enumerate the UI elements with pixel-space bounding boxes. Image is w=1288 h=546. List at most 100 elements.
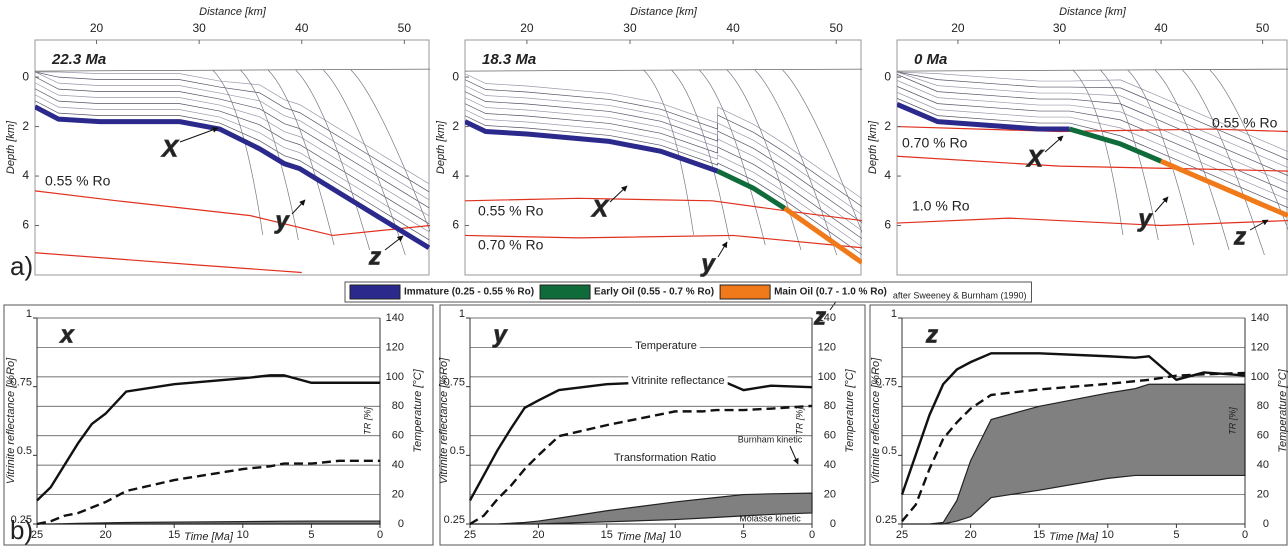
horizon: [1160, 158, 1288, 218]
series-line: [468, 377, 813, 502]
horizon: [465, 119, 719, 174]
y2-tick-label: 120: [818, 341, 836, 353]
panel-title: 0 Ma: [914, 51, 947, 68]
y-tick-label: 0.25: [11, 514, 32, 526]
y2-tick-label: 20: [392, 488, 404, 500]
structure-line: [240, 69, 299, 241]
plot-frame: [896, 39, 1288, 276]
structure-line: [35, 82, 430, 217]
y2-tick-label: 0: [398, 518, 404, 530]
x-tick-label: 40: [726, 21, 740, 35]
x-tick-label: 25: [896, 529, 908, 541]
x-tick-label: 50: [398, 21, 412, 35]
figure-label: b): [10, 515, 33, 545]
y2-axis-label: Temperature [°C]: [412, 368, 424, 452]
structure-line: [1154, 69, 1230, 251]
y-tick-label: 0.5: [882, 445, 897, 457]
structure-line: [35, 71, 430, 201]
series-line: [36, 374, 380, 502]
structure-line: [35, 88, 430, 225]
surface-line: [465, 68, 862, 72]
y2-tick-label: 20: [1257, 488, 1269, 500]
series-line: [36, 459, 380, 526]
marker-label: z: [813, 303, 826, 330]
structure-line: [1209, 69, 1288, 231]
legend-label: Main Oil (0.7 - 1.0 % Ro): [774, 287, 887, 298]
legend-swatch: [539, 284, 591, 300]
annotation-arrow: [789, 445, 799, 465]
y2-tick-label: 100: [386, 371, 404, 383]
panel-title: y: [492, 321, 508, 348]
x-tick-label: 30: [1053, 21, 1067, 35]
legend-swatch: [719, 284, 771, 300]
y-tick-label: 1: [891, 308, 897, 320]
panel-frame: [439, 304, 866, 546]
y-tick-label: 2: [22, 119, 29, 133]
isoline-label: 1.0 % Ro: [912, 198, 970, 214]
tr-axis-label: TR [%]: [1227, 407, 1237, 435]
plot-area: [35, 68, 430, 274]
structure-line: [897, 73, 1288, 176]
y2-tick-label: 60: [824, 430, 836, 442]
structure-line: [295, 69, 371, 251]
structure-line: [465, 73, 862, 199]
structure-line: [698, 69, 766, 246]
annotation-bg: [628, 374, 728, 388]
tr-axis-label: TR [%]: [794, 407, 804, 435]
y2-tick-label: 120: [1251, 341, 1269, 353]
series-line: [469, 404, 813, 526]
structure-line: [782, 69, 862, 234]
y2-axis-label: Temperature [°C]: [844, 368, 856, 452]
y-tick-label: 6: [884, 218, 891, 232]
legend-label: Early Oil (0.55 - 0.7 % Ro): [594, 287, 714, 298]
horizon: [1068, 126, 1163, 164]
y-tick-label: 0.5: [450, 445, 465, 457]
isoline: [897, 155, 1288, 172]
x-tick-label: 20: [964, 529, 976, 541]
y-axis-label: Vitrinite reflectance [%Ro]: [870, 357, 882, 484]
figure-label: a): [10, 251, 33, 281]
structure-line: [465, 79, 862, 207]
tr-band: [470, 492, 813, 525]
tr-axis-label: TR [%]: [362, 407, 372, 435]
legend-label: Immature (0.25 - 0.55 % Ro): [404, 287, 534, 298]
x-tick-label: 40: [295, 21, 309, 35]
y2-tick-label: 20: [824, 488, 836, 500]
panel-title: 22.3 Ma: [51, 51, 106, 68]
y-tick-label: 4: [22, 168, 29, 182]
x-tick-label: 0: [1242, 529, 1248, 541]
marker-arrow: [1044, 135, 1064, 153]
horizon: [897, 102, 1070, 132]
marker-label: X: [160, 135, 180, 162]
structure-line: [897, 71, 1288, 168]
structure-line: [897, 97, 1288, 208]
x-axis-label: Distance [km]: [1059, 6, 1127, 18]
x-tick-label: 0: [377, 529, 383, 541]
x-tick-label: 50: [1256, 21, 1270, 35]
marker-arrow: [291, 199, 306, 215]
y-tick-label: 0.5: [17, 445, 32, 457]
structure-line: [35, 76, 430, 209]
y2-tick-label: 80: [392, 400, 404, 412]
y-tick-label: 0.25: [444, 514, 465, 526]
x-axis-label: Time [Ma]: [184, 531, 234, 543]
y2-tick-label: 100: [818, 371, 836, 383]
annotation: Transformation Ratio: [614, 452, 716, 464]
structure-line: [465, 85, 862, 215]
marker-arrow: [1154, 196, 1169, 213]
isoline-label: 0.70 % Ro: [478, 237, 544, 253]
y-tick-label: 0: [452, 69, 459, 83]
y-tick-label: 0.75: [11, 377, 32, 389]
structure-line: [350, 69, 430, 233]
horizon: [716, 168, 787, 211]
structure-line: [1127, 69, 1195, 246]
structure-line: [1100, 69, 1159, 241]
isoline-label: 0.70 % Ro: [902, 135, 968, 151]
x-tick-label: 5: [308, 529, 314, 541]
y2-tick-label: 100: [1251, 371, 1269, 383]
isoline: [465, 197, 862, 222]
x-axis-label: Time [Ma]: [1049, 531, 1099, 543]
y2-tick-label: 60: [1257, 430, 1269, 442]
x-tick-label: 10: [1102, 529, 1114, 541]
